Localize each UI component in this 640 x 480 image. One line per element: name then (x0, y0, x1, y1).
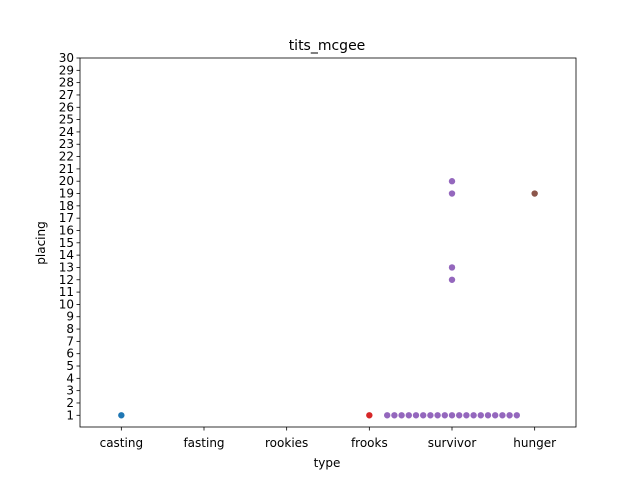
y-tick-label: 26 (59, 100, 74, 114)
plot-area: 1234567891011121314151617181920212223242… (59, 51, 577, 450)
data-point-survivor (384, 412, 391, 419)
y-tick-label: 15 (59, 236, 74, 250)
y-tick-label: 30 (59, 51, 74, 65)
x-tick-label: fasting (183, 436, 224, 450)
y-tick-label: 17 (59, 211, 74, 225)
y-tick-label: 4 (66, 371, 74, 385)
x-tick-label: hunger (513, 436, 556, 450)
data-point-casting (118, 412, 125, 419)
y-tick-label: 16 (59, 223, 74, 237)
x-tick-label: casting (100, 436, 143, 450)
data-point-survivor (484, 412, 492, 419)
data-point-survivor (398, 412, 405, 419)
data-point-survivor (448, 264, 456, 271)
data-point-survivor (506, 412, 513, 419)
y-tick-label: 27 (59, 88, 74, 102)
y-tick-label: 19 (59, 187, 74, 201)
y-tick-label: 24 (59, 125, 74, 139)
plot-frame (79, 57, 577, 428)
y-tick-label: 21 (59, 162, 74, 176)
data-point-survivor (441, 412, 448, 419)
chart-title: tits_mcgee (289, 38, 366, 54)
y-tick-label: 9 (66, 310, 74, 324)
data-point-survivor (434, 412, 441, 419)
y-tick-label: 22 (59, 150, 74, 164)
y-tick-label: 11 (59, 285, 74, 299)
data-point-survivor (391, 412, 398, 419)
data-point-survivor (513, 412, 520, 419)
data-point-survivor (420, 412, 427, 419)
data-point-survivor (405, 412, 412, 419)
x-tick-label: rookies (265, 436, 308, 450)
x-tick-label: frooks (351, 436, 388, 450)
data-point-survivor (448, 276, 456, 283)
y-tick-label: 18 (59, 199, 74, 213)
y-tick-label: 6 (66, 347, 74, 361)
y-tick-label: 23 (59, 137, 74, 151)
y-tick-label: 12 (59, 273, 74, 287)
y-axis-label: placing (34, 221, 48, 264)
x-tick-label: survivor (428, 436, 477, 450)
data-point-survivor (499, 412, 506, 419)
y-tick-label: 3 (66, 384, 74, 398)
data-point-survivor (448, 178, 456, 185)
data-point-survivor (412, 412, 420, 419)
data-point-survivor (463, 412, 470, 419)
y-tick-label: 10 (59, 297, 74, 311)
y-tick-label: 13 (59, 260, 74, 274)
data-point-survivor (448, 190, 456, 197)
y-tick-label: 8 (66, 322, 74, 336)
y-tick-label: 7 (66, 334, 74, 348)
x-axis-label: type (314, 456, 341, 470)
y-tick-label: 14 (59, 248, 74, 262)
data-point-survivor (470, 412, 477, 419)
y-tick-label: 5 (66, 359, 74, 373)
y-tick-label: 28 (59, 76, 74, 90)
y-tick-label: 1 (66, 408, 74, 422)
y-tick-label: 20 (59, 174, 74, 188)
data-point-survivor (448, 412, 456, 419)
data-point-survivor (456, 412, 463, 419)
data-point-survivor (427, 412, 434, 419)
data-point-frooks (366, 412, 373, 419)
data-point-survivor (477, 412, 484, 419)
y-tick-label: 2 (66, 396, 74, 410)
data-point-survivor (492, 412, 499, 419)
y-tick-label: 25 (59, 113, 74, 127)
y-tick-label: 29 (59, 63, 74, 77)
data-point-hunger (531, 190, 538, 197)
